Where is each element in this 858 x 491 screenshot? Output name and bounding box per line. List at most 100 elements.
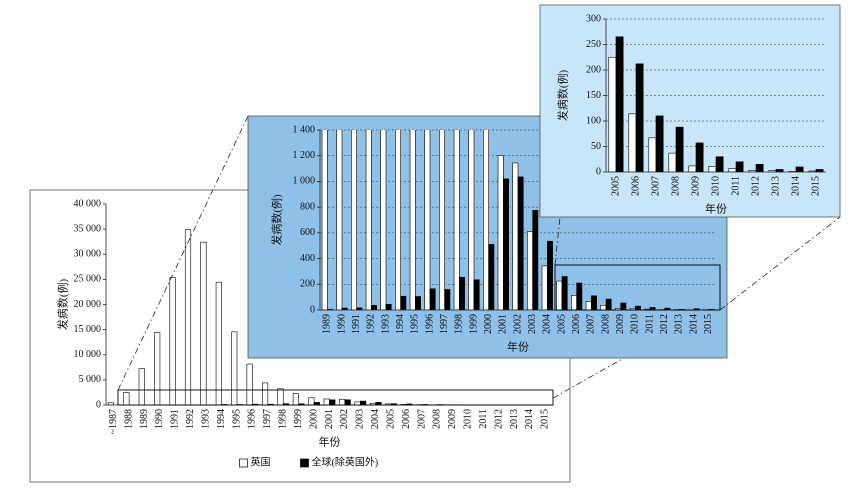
x-tick-label: 2001 (498, 314, 509, 334)
x-tick-label: 2011 (644, 314, 655, 334)
x-tick-label: 1992 (185, 409, 196, 429)
y-tick-label: 40 000 (74, 198, 102, 209)
y-tick-label: 1 000 (293, 176, 316, 187)
y-tick-label: 100 (586, 115, 601, 126)
bar (585, 301, 592, 310)
bar (390, 403, 398, 405)
bar (576, 282, 583, 310)
x-tick-label: 1998 (278, 409, 289, 429)
x-tick-label: 1996 (247, 409, 258, 429)
x-axis-label: 年份 (319, 435, 341, 449)
x-tick-label: 2014 (790, 176, 801, 196)
x-tick-label: 2005 (385, 409, 396, 429)
y-tick-label: 0 (596, 166, 601, 177)
bar (365, 130, 372, 310)
bar (527, 231, 533, 310)
legend-label: 全球(除英国外) (312, 455, 379, 468)
x-tick-label: 1994 (216, 409, 227, 429)
y-tick-label: 400 (300, 253, 315, 264)
bar (246, 363, 253, 405)
bar (473, 279, 480, 310)
bar (571, 295, 577, 310)
y-tick-label: 30 000 (74, 249, 102, 260)
bar (664, 307, 671, 310)
legend-swatch (300, 458, 309, 468)
y-tick-label: 20 000 (74, 299, 102, 310)
x-tick-label: 2013 (770, 176, 781, 196)
x-tick-label: 1997 (262, 409, 273, 429)
bar (341, 307, 348, 310)
bar (356, 307, 363, 310)
x-axis-label: 年份 (705, 202, 727, 216)
x-tick-label: 1988 (123, 409, 134, 429)
bar (517, 176, 524, 310)
y-axis-label: 发病数(例) (556, 70, 570, 122)
bar (468, 130, 475, 310)
bar (339, 398, 346, 405)
x-tick-label: 2007 (416, 409, 427, 429)
y-tick-label: 50 (591, 141, 601, 152)
x-tick-label: 2006 (630, 176, 641, 196)
panel (539, 4, 841, 218)
bar (635, 305, 641, 310)
x-tick-label: 2010 (463, 409, 474, 429)
x-tick-label: 1991 (351, 314, 362, 334)
bar (380, 130, 387, 310)
bar (483, 130, 489, 310)
y-tick-label: 0 (310, 304, 315, 315)
x-tick-label: 1991 (170, 409, 181, 429)
bar (351, 130, 357, 310)
y-tick-label: 600 (300, 227, 315, 238)
bar (628, 113, 637, 172)
x-tick-label: 1994 (395, 314, 406, 334)
bar (503, 178, 509, 310)
bar (231, 331, 238, 405)
bar (459, 276, 465, 310)
y-axis-label: 发病数(例) (270, 194, 284, 246)
x-tick-label: 2002 (339, 409, 350, 429)
bar (695, 142, 704, 172)
bar (424, 130, 431, 310)
x-tick-label: 2009 (690, 176, 701, 196)
x-tick-label: 2013 (674, 314, 685, 334)
bar (547, 240, 553, 310)
zoom-box (554, 264, 721, 311)
bar (385, 304, 392, 310)
y-tick-label: 800 (300, 201, 315, 212)
bar (282, 403, 290, 405)
legend-swatch (239, 458, 248, 468)
x-tick-label: 1996 (424, 314, 435, 334)
x-tick-label: 1998 (454, 314, 465, 334)
x-tick-label: 2012 (659, 314, 670, 334)
bar (715, 156, 724, 172)
bar (655, 115, 664, 172)
bar (755, 164, 764, 172)
x-tick-label: 1993 (200, 409, 211, 429)
bar (439, 130, 445, 310)
bar (795, 166, 804, 172)
x-tick-label: 1990 (336, 314, 347, 334)
y-tick-label: 250 (586, 39, 601, 50)
bar (635, 63, 644, 172)
y-tick-label: 200 (300, 279, 315, 290)
x-tick-label: 2015 (810, 176, 821, 196)
bar (415, 296, 421, 310)
x-tick-label: 2000 (308, 409, 319, 429)
x-tick-label: 1993 (380, 314, 391, 334)
bar (600, 304, 607, 310)
bar (261, 382, 269, 405)
bar (323, 398, 330, 405)
bar (648, 137, 657, 172)
y-tick-label: 5 000 (79, 374, 102, 385)
bar (395, 130, 401, 310)
bar (488, 244, 495, 310)
bar (329, 399, 336, 405)
bar (541, 265, 548, 310)
bar (313, 402, 320, 405)
bar (728, 168, 737, 172)
x-tick-label: 2011 (730, 176, 741, 196)
bar (107, 402, 115, 405)
x-tick-label: 2004 (542, 314, 553, 334)
x-tick-label: 2006 (401, 409, 412, 429)
bar (308, 397, 315, 405)
